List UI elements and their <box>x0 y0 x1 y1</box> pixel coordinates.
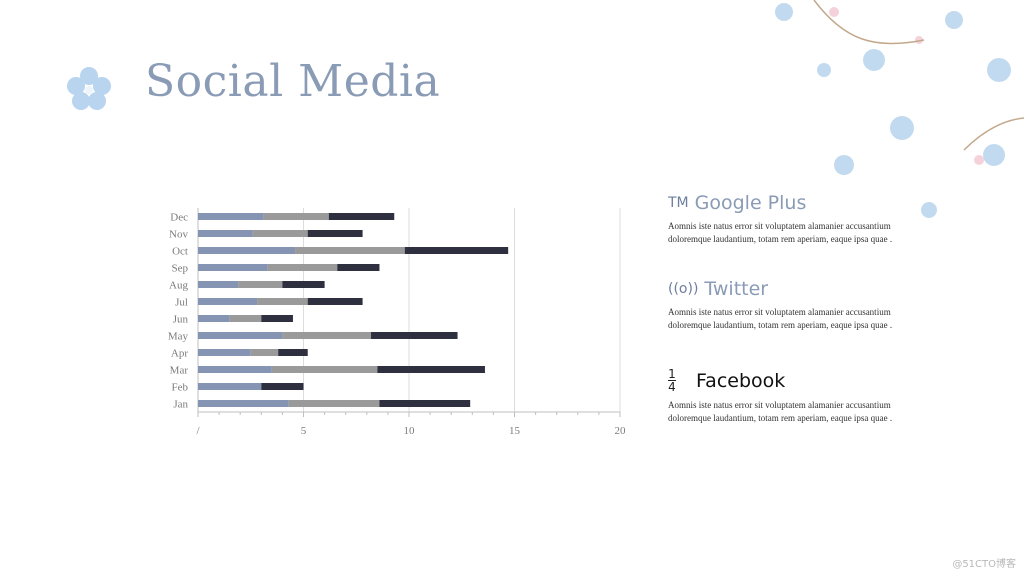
category-label: Mar <box>170 365 189 377</box>
bar-segment <box>198 247 296 254</box>
bar-segment <box>295 247 405 254</box>
fraction-icon: 1 4 <box>668 367 676 394</box>
item-description: Aomnis iste natus error sit voluptatem a… <box>668 400 893 423</box>
bar-segment <box>328 213 395 220</box>
item-title: Facebook <box>696 369 786 392</box>
category-label: Aug <box>169 280 188 292</box>
broadcast-icon: ((o)) <box>668 281 699 297</box>
category-label: Jul <box>175 297 188 309</box>
bar-segment <box>198 298 258 305</box>
bar-segment <box>198 400 289 407</box>
floral-decoration <box>775 0 1024 218</box>
category-label: Nov <box>169 229 188 241</box>
flower-icon <box>67 67 111 110</box>
page-title: Social Media <box>145 56 441 107</box>
item-title: Google Plus <box>694 192 807 214</box>
bar-segment <box>282 281 325 288</box>
bar-segment <box>337 264 380 271</box>
category-label: Jun <box>173 314 189 326</box>
category-label: May <box>168 331 189 343</box>
category-label: Sep <box>172 263 189 275</box>
bar-segment <box>257 298 308 305</box>
bar-segment <box>198 281 239 288</box>
trademark-icon: TM <box>668 195 689 211</box>
x-tick-label: 10 <box>404 425 416 437</box>
item-facebook: 1 4 Facebook Aomnis iste natus error sit… <box>668 368 898 424</box>
bar-segment <box>198 349 251 356</box>
x-tick-label: 5 <box>301 425 307 437</box>
bar-segment <box>198 332 283 339</box>
category-label: Jan <box>173 399 188 411</box>
bar-segment <box>377 366 485 373</box>
bar-segment <box>198 213 264 220</box>
bar-segment <box>238 281 283 288</box>
bar-segment <box>278 349 308 356</box>
bar-segment <box>198 315 230 322</box>
bar-segment <box>198 230 253 237</box>
bar-segment <box>250 349 279 356</box>
bar-segment <box>371 332 458 339</box>
bar-segment <box>261 315 293 322</box>
bar-segment <box>379 400 471 407</box>
bar-segment <box>261 383 304 390</box>
bar-chart: / 5 10 15 20 Jan Feb Mar Apr May Jun Jul Aug Sep Oct No… <box>168 208 627 437</box>
bar-segment <box>307 298 363 305</box>
item-title: Twitter <box>704 278 769 300</box>
category-label: Apr <box>171 348 188 360</box>
bar-segment <box>198 383 262 390</box>
bar-segment <box>252 230 308 237</box>
x-tick-label: / <box>196 425 200 437</box>
category-label: Dec <box>170 212 188 224</box>
bar-segment <box>198 264 268 271</box>
bar-segment <box>271 366 378 373</box>
x-tick-label: 20 <box>615 425 627 437</box>
bar-segment <box>263 213 329 220</box>
item-description: Aomnis iste natus error sit voluptatem a… <box>668 307 893 330</box>
bar-segment <box>198 366 272 373</box>
category-label: Oct <box>172 246 188 258</box>
bar-segment <box>267 264 338 271</box>
bar-segment <box>404 247 509 254</box>
bar-segment <box>307 230 363 237</box>
bar-segment <box>288 400 380 407</box>
bar-segment <box>229 315 262 322</box>
x-tick-label: 15 <box>509 425 521 437</box>
watermark: @51CTO博客 <box>952 559 1016 570</box>
bar-segment <box>282 332 372 339</box>
item-description: Aomnis iste natus error sit voluptatem a… <box>668 221 893 244</box>
category-label: Feb <box>172 382 189 394</box>
item-twitter: ((o)) Twitter Aomnis iste natus error si… <box>668 278 898 331</box>
item-google-plus: TM Google Plus Aomnis iste natus error s… <box>668 192 898 245</box>
